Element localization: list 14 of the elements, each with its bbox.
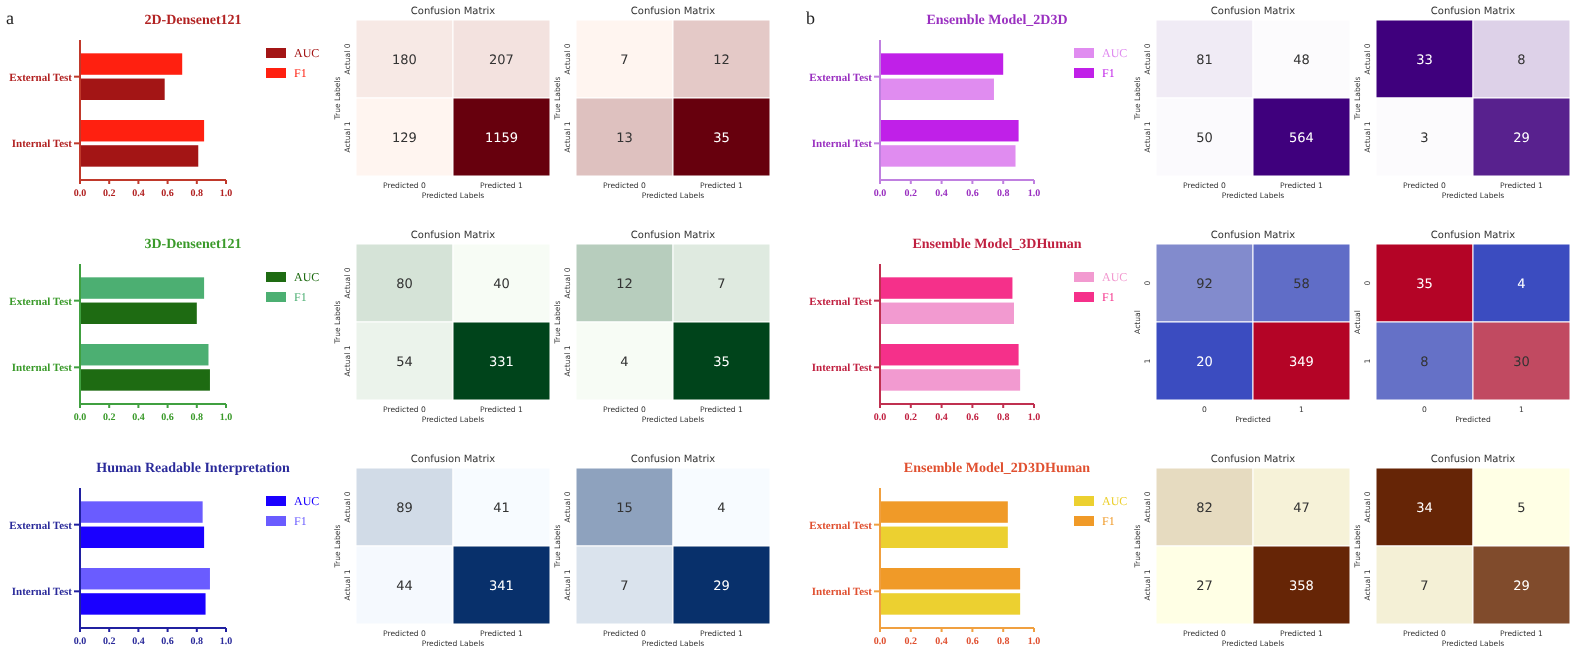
bar — [80, 344, 209, 366]
bar — [80, 145, 199, 167]
bar — [80, 120, 205, 142]
bar — [880, 145, 1016, 167]
text: a — [6, 8, 14, 28]
bar — [880, 78, 994, 100]
bar — [80, 78, 165, 100]
bar — [80, 302, 197, 324]
bar — [80, 369, 210, 391]
bar — [80, 277, 205, 299]
bar — [880, 120, 1019, 142]
text: b — [806, 8, 816, 28]
bar — [880, 53, 1004, 75]
bar — [80, 53, 183, 75]
